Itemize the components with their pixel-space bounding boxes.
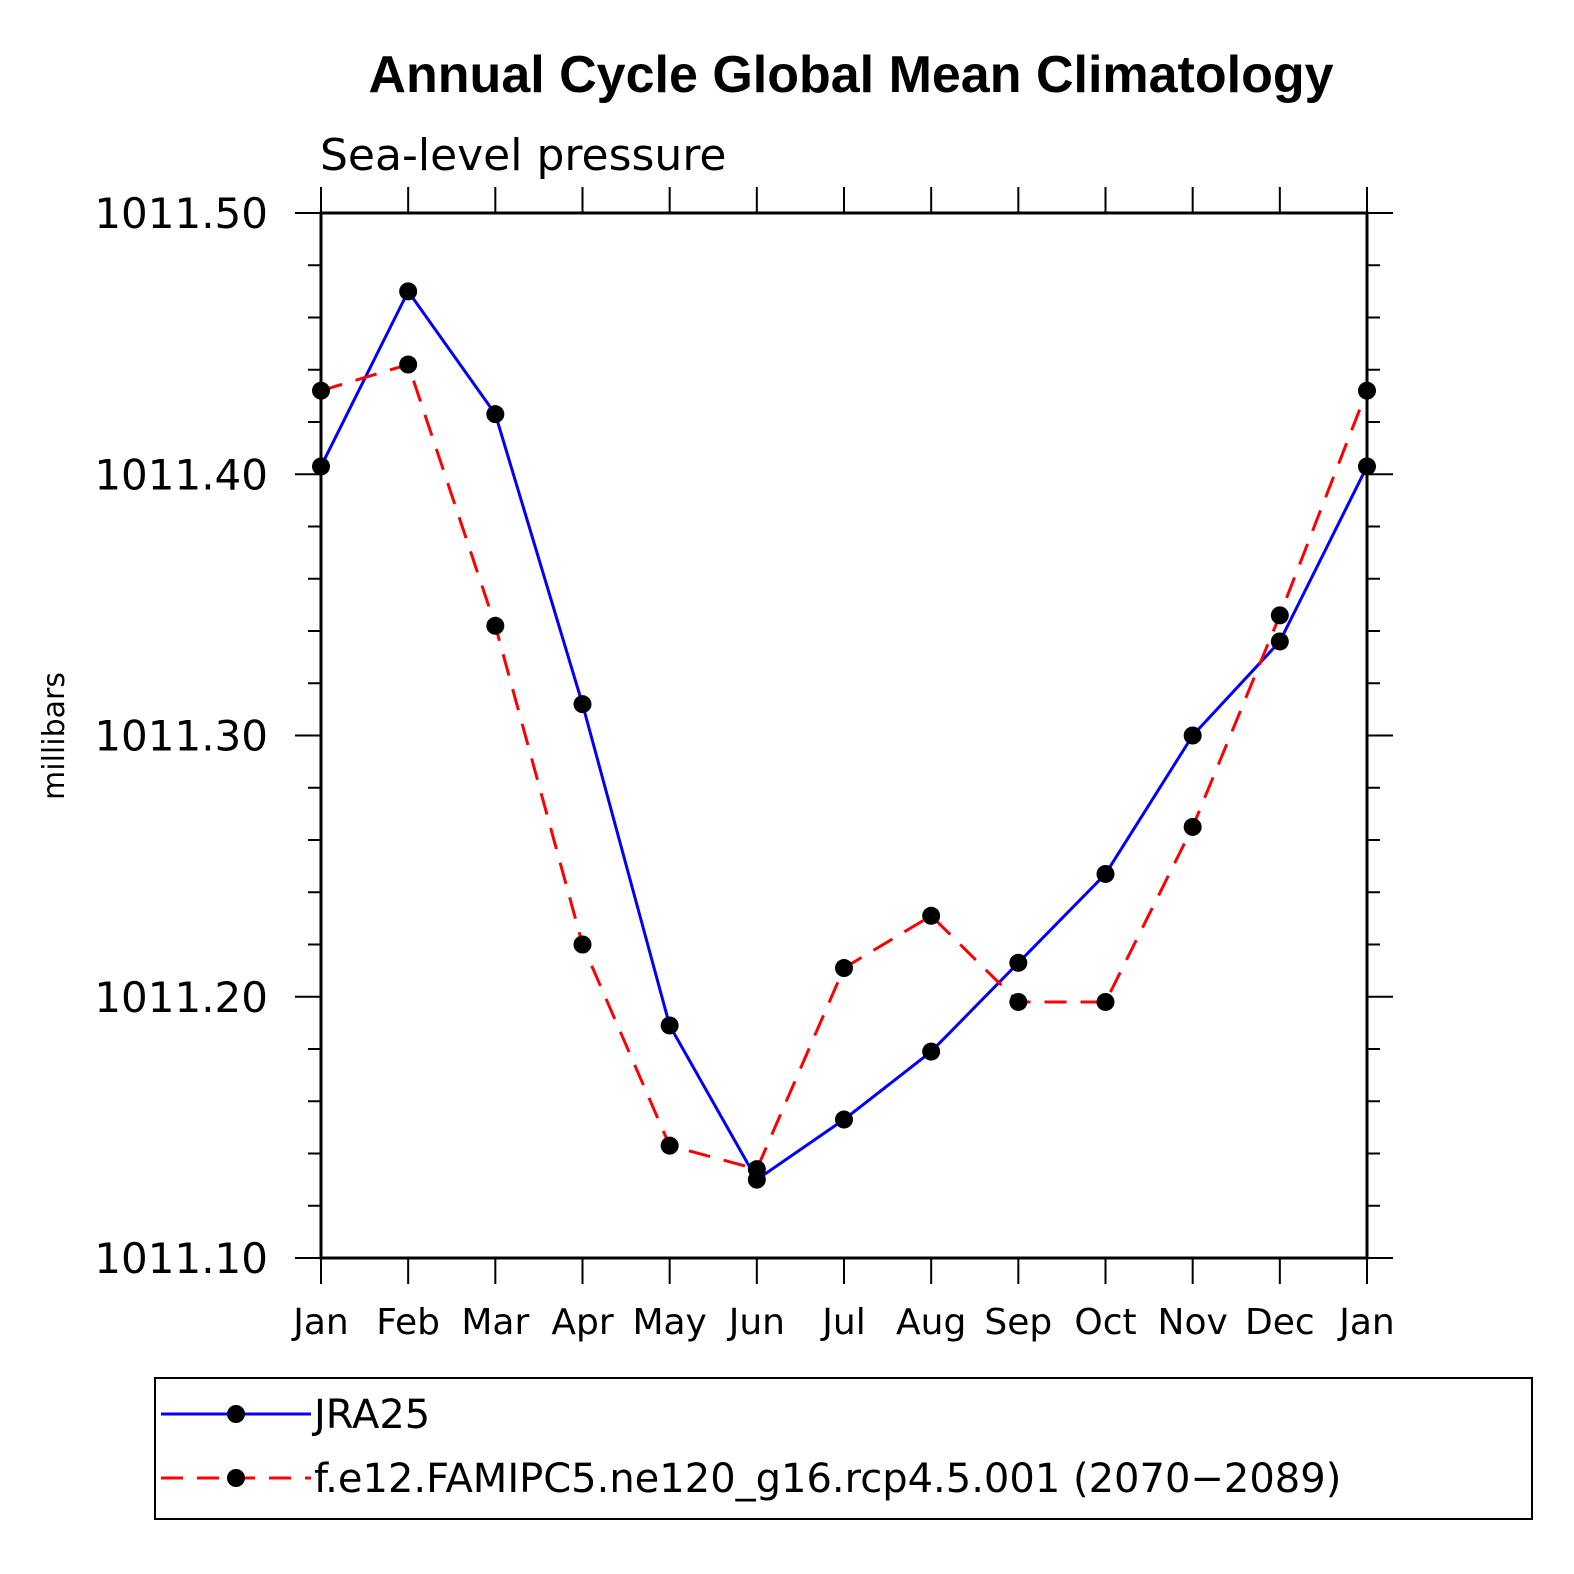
series-0-point (922, 1042, 941, 1061)
series-1-point (486, 616, 505, 635)
legend: JRA25 f.e12.FAMIPC5.ne120_g16.rcp4.5.001… (154, 1377, 1533, 1520)
x-tick-label: Jun (727, 1302, 785, 1343)
x-tick-label: Sep (984, 1302, 1052, 1343)
legend-label-jra25: JRA25 (311, 1392, 430, 1438)
series-0-point (1270, 632, 1289, 651)
legend-box (154, 1377, 1533, 1520)
series-1-point (835, 959, 853, 978)
y-ticks: 1011.10 1011.20 1011.30 1011.40 1011.50 (94, 189, 1393, 1283)
series-1-point (1183, 817, 1202, 836)
y-tick-label: 1011.50 (94, 189, 268, 238)
series-0-point (573, 695, 592, 714)
x-tick-label: Apr (551, 1302, 613, 1343)
chart-title: Annual Cycle Global Mean Climatology (368, 46, 1333, 104)
series-0-point (1183, 726, 1202, 745)
series-1-point (1270, 606, 1289, 625)
y-axis-label: millibars (37, 672, 72, 800)
x-tick-label: Jul (820, 1302, 865, 1343)
legend-marker-jra25 (227, 1405, 245, 1423)
legend-marker-model (227, 1469, 245, 1487)
series-1-point (747, 1160, 766, 1179)
series-line-0 (319, 289, 1369, 1182)
x-tick-label: Feb (376, 1302, 440, 1343)
series-1-point (573, 935, 592, 954)
series-lines (319, 289, 1369, 1182)
y-tick-label: 1011.20 (94, 973, 268, 1022)
y-tick-label: 1011.30 (94, 712, 268, 761)
series-0-point (660, 1016, 679, 1035)
series-1-point (660, 1136, 679, 1155)
series-line-1 (320, 363, 1369, 1171)
series-0-point (1009, 953, 1028, 972)
x-tick-label: Nov (1158, 1302, 1228, 1343)
x-ticks: Jan Feb Mar Apr May Jun Jul Aug Sep Oct Nov Dec Jan (291, 187, 1395, 1343)
series-0-point (486, 405, 505, 424)
x-tick-label: Aug (896, 1302, 966, 1343)
x-tick-label: Jan (1337, 1302, 1395, 1343)
x-tick-label: Dec (1245, 1302, 1315, 1343)
y-tick-label: 1011.10 (94, 1234, 268, 1283)
series-0-point (1096, 864, 1115, 883)
series-markers (312, 282, 1376, 1189)
x-tick-label: May (632, 1302, 706, 1343)
legend-label-model: f.e12.FAMIPC5.ne120_g16.rcp4.5.001 (2070… (314, 1456, 1341, 1502)
series-0-point (835, 1110, 853, 1129)
series-1-point (1096, 992, 1115, 1011)
series-1-point (922, 906, 941, 925)
series-1-point (399, 355, 418, 374)
chart-subtitle: Sea-level pressure (320, 130, 727, 181)
series-0-point (399, 282, 418, 301)
x-tick-label: Jan (291, 1302, 349, 1343)
series-1-point (1009, 992, 1028, 1011)
plot-frame (319, 211, 1369, 1260)
y-tick-label: 1011.40 (94, 450, 268, 499)
x-tick-label: Oct (1074, 1302, 1136, 1343)
x-tick-label: Mar (461, 1302, 529, 1343)
